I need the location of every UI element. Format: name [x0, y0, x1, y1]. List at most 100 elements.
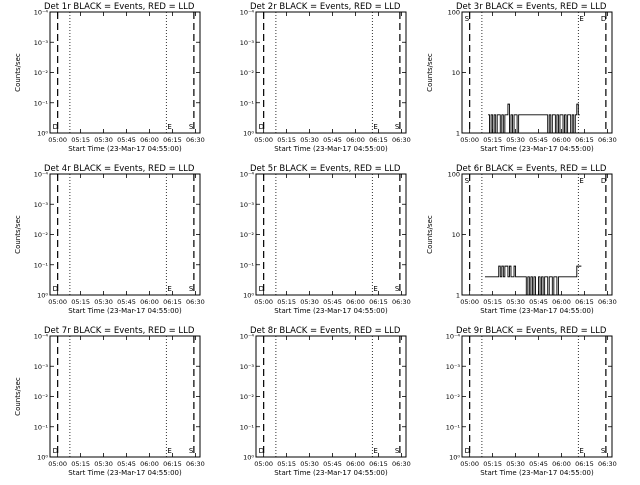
y-tick-label: 10: [452, 231, 460, 239]
panel-title: Det 4r BLACK = Events, RED = LLD: [44, 164, 195, 174]
plot-frame: [255, 335, 407, 458]
x-tick-label: 06:15: [575, 136, 594, 144]
y-tick-label: 10⁰: [37, 292, 48, 300]
panel-title: Det 5r BLACK = Events, RED = LLD: [250, 164, 401, 174]
y-tick-label: 10⁻⁴: [34, 171, 49, 179]
x-tick-label: 06:30: [186, 136, 205, 144]
y-tick-label: 10⁰: [37, 130, 48, 138]
x-tick-label: 05:15: [483, 298, 502, 306]
marker-D: D: [601, 177, 606, 185]
marker-S: S: [189, 447, 194, 455]
x-tick-label: 06:15: [369, 460, 388, 468]
x-tick-label: 06:15: [369, 298, 388, 306]
y-tick-label: 10⁻⁴: [240, 333, 255, 341]
y-tick-label: 10⁻²: [240, 69, 255, 77]
event-series-line: [484, 265, 582, 296]
panel-det-1: Det 1r BLACK = Events, RED = LLD 10⁰ 10⁻¹ 1…: [14, 2, 205, 153]
y-tick-label: 1: [456, 292, 460, 300]
x-tick-label: 05:30: [94, 298, 113, 306]
x-tick-label: 05:00: [48, 298, 67, 306]
x-tick-label: 05:15: [483, 136, 502, 144]
panel-det-4: Det 4r BLACK = Events, RED = LLD 10⁰ 10⁻¹ 1…: [14, 164, 205, 315]
x-tick-label: 06:00: [346, 298, 365, 306]
y-tick-label: 10⁻¹: [34, 99, 49, 107]
y-axis-label: Counts/sec: [426, 53, 434, 92]
y-tick-label: 10⁻³: [240, 39, 255, 47]
x-tick-label: 05:00: [254, 460, 273, 468]
marker-E: E: [579, 177, 583, 185]
panel-title: Det 8r BLACK = Events, RED = LLD: [250, 326, 401, 336]
marker-S: S: [395, 447, 400, 455]
y-tick-label: 10⁻³: [34, 363, 49, 371]
y-tick-label: 10⁻²: [34, 231, 49, 239]
x-tick-label: 06:00: [140, 136, 159, 144]
x-tick-label: 06:00: [346, 136, 365, 144]
event-series-line: [488, 103, 580, 134]
x-axis-label: Start Time (23-Mar-17 04:55:00): [480, 469, 594, 477]
marker-E: E: [579, 15, 583, 23]
plot-frame: [461, 335, 613, 458]
x-tick-label: 05:45: [323, 460, 342, 468]
marker-S: S: [395, 123, 400, 131]
y-tick-label: 10⁻¹: [34, 261, 49, 269]
x-tick-label: 06:15: [369, 136, 388, 144]
marker-D: D: [601, 15, 606, 23]
marker-E: E: [167, 123, 171, 131]
marker-D: D: [259, 123, 264, 131]
x-tick-label: 06:00: [552, 136, 571, 144]
marker-S: S: [465, 15, 470, 23]
marker-D: D: [53, 285, 58, 293]
x-tick-label: 06:30: [598, 460, 617, 468]
y-tick-label: 10⁻¹: [240, 261, 255, 269]
x-tick-label: 06:00: [140, 460, 159, 468]
x-tick-label: 05:45: [529, 136, 548, 144]
marker-E: E: [579, 447, 583, 455]
marker-E: E: [167, 447, 171, 455]
plot-frame: [461, 173, 613, 296]
marker-D: D: [259, 285, 264, 293]
x-tick-label: 06:00: [552, 460, 571, 468]
marker-S: S: [189, 285, 194, 293]
x-tick-label: 05:45: [323, 136, 342, 144]
x-tick-label: 06:15: [163, 136, 182, 144]
y-tick-label: 10⁻¹: [240, 99, 255, 107]
y-tick-label: 10⁻²: [34, 69, 49, 77]
y-tick-label: 10⁻¹: [34, 423, 49, 431]
y-axis-label: Counts/sec: [14, 377, 22, 416]
y-tick-label: 10⁻⁴: [34, 9, 49, 17]
y-tick-label: 10⁻⁴: [34, 333, 49, 341]
x-tick-label: 05:00: [254, 136, 273, 144]
y-axis-label: Counts/sec: [14, 215, 22, 254]
x-tick-label: 05:30: [506, 298, 525, 306]
panel-det-2: Det 2r BLACK = Events, RED = LLD 10⁰ 10⁻¹ 1…: [240, 2, 411, 153]
x-tick-label: 05:45: [323, 298, 342, 306]
marker-E: E: [373, 123, 377, 131]
x-tick-label: 05:15: [71, 136, 90, 144]
x-axis-label: Start Time (23-Mar-17 04:55:00): [68, 145, 182, 153]
x-tick-label: 05:00: [48, 460, 67, 468]
x-tick-label: 05:30: [94, 136, 113, 144]
y-tick-label: 10⁰: [243, 292, 254, 300]
plot-frame: [49, 335, 201, 458]
marker-S: S: [189, 123, 194, 131]
x-axis-label: Start Time (23-Mar-17 04:55:00): [274, 307, 388, 315]
x-tick-label: 05:30: [300, 460, 319, 468]
y-tick-label: 10⁻³: [446, 363, 461, 371]
x-tick-label: 06:30: [392, 460, 411, 468]
x-axis-label: Start Time (23-Mar-17 04:55:00): [68, 307, 182, 315]
x-tick-label: 05:45: [117, 460, 136, 468]
y-tick-label: 10: [452, 69, 460, 77]
x-tick-label: 05:15: [71, 460, 90, 468]
y-tick-label: 10⁰: [243, 130, 254, 138]
y-tick-label: 100: [448, 171, 460, 179]
panel-title: Det 6r BLACK = Events, RED = LLD: [456, 164, 607, 174]
marker-D: D: [259, 447, 264, 455]
x-axis-label: Start Time (23-Mar-17 04:55:00): [68, 469, 182, 477]
marker-D: D: [53, 447, 58, 455]
panel-title: Det 9r BLACK = Events, RED = LLD: [456, 326, 607, 336]
panel-det-6: Det 6r BLACK = Events, RED = LLD 1 10 100 05…: [426, 164, 617, 315]
x-tick-label: 06:30: [392, 298, 411, 306]
x-tick-label: 05:15: [277, 298, 296, 306]
x-axis-label: Start Time (23-Mar-17 04:55:00): [274, 145, 388, 153]
